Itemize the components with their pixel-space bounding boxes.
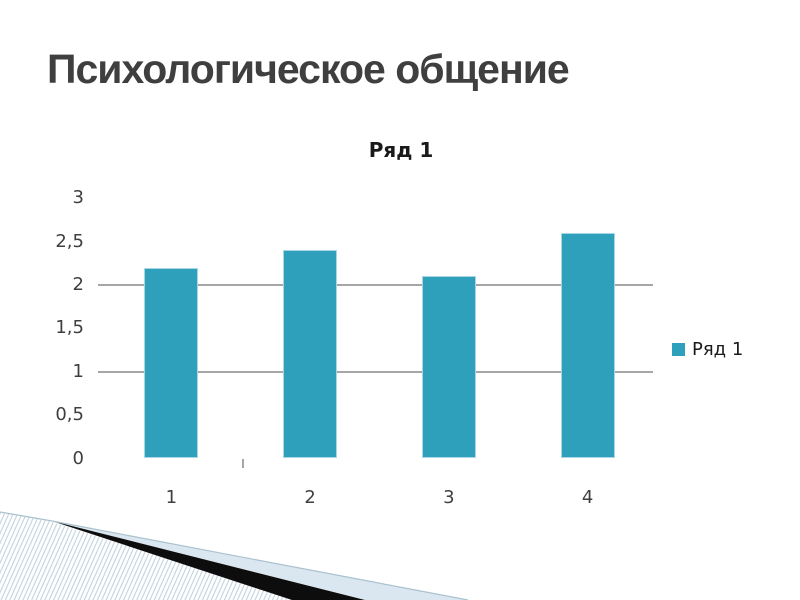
bar [560, 233, 615, 459]
y-axis-label: 0,5 [55, 404, 84, 426]
bar [421, 276, 476, 459]
y-axis-label: 3 [72, 187, 84, 209]
chart-legend: Ряд 1 [672, 339, 743, 360]
axis-tick [242, 459, 244, 468]
bar [144, 267, 199, 459]
x-axis-label: 4 [581, 487, 594, 508]
y-axis-label: 0 [72, 447, 84, 469]
y-axis-label: 2 [72, 274, 84, 296]
gridline [98, 284, 653, 287]
x-axis-label: 2 [304, 487, 316, 508]
bar [283, 250, 338, 459]
x-axis-label: 1 [165, 487, 178, 508]
slide-title: Психологическое общение [47, 46, 570, 92]
gridline [98, 370, 653, 373]
y-axis-label: 1,5 [55, 317, 84, 339]
x-axis-label: 3 [443, 487, 455, 508]
chart-title: Ряд 1 [368, 138, 434, 162]
y-axis-label: 1 [72, 360, 84, 382]
y-axis-label: 2,5 [55, 230, 84, 252]
legend-swatch-icon [672, 343, 685, 356]
legend-label: Ряд 1 [692, 339, 744, 360]
